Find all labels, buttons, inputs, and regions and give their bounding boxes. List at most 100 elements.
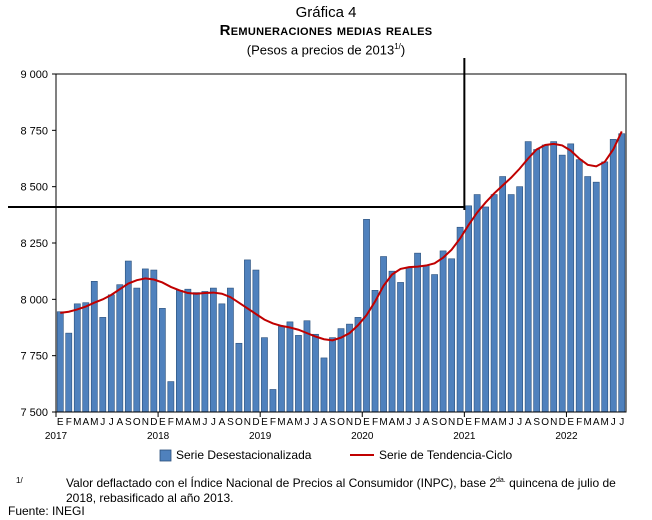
bar: [82, 302, 90, 413]
bar: [550, 141, 558, 413]
bar: [261, 337, 268, 413]
bar: [133, 287, 141, 413]
frame-lines: [8, 58, 466, 210]
x-tick-label: M: [175, 417, 183, 428]
x-tick-label: J: [407, 417, 412, 428]
x-tick-label: M: [601, 417, 609, 428]
x-tick-label: N: [448, 417, 455, 428]
bar: [567, 143, 575, 413]
x-tick-label: M: [294, 417, 302, 428]
x-tick-label: D: [559, 417, 566, 428]
x-tick-label: O: [133, 417, 141, 428]
bar: [320, 357, 328, 413]
x-tick-label: M: [277, 417, 285, 428]
bar: [456, 226, 464, 413]
bar: [422, 265, 430, 413]
y-tick-label: 8 000: [20, 294, 48, 306]
year-label: 2018: [147, 431, 170, 442]
x-tick-label: J: [619, 417, 624, 428]
x-tick-label: J: [611, 417, 616, 428]
bar: [380, 256, 387, 413]
legend-label-line: Serie de Tendencia-Ciclo: [379, 448, 513, 462]
bar: [295, 335, 302, 413]
bar: [141, 268, 149, 413]
bar: [218, 303, 226, 413]
bar: [465, 205, 472, 413]
x-tick-label: J: [202, 417, 207, 428]
x-tick-label: A: [525, 417, 532, 428]
footnote-marker: 1/: [16, 476, 23, 485]
bar: [414, 252, 421, 413]
x-tick-label: N: [142, 417, 149, 428]
year-label: 2022: [555, 431, 578, 442]
bar: [397, 282, 404, 413]
subtitle-text: (Pesos a precios de 2013: [246, 42, 395, 58]
chart-title: Remuneraciones medias reales: [219, 22, 433, 39]
bar: [541, 144, 549, 413]
bar: [329, 337, 336, 413]
y-tick-label: 7 500: [20, 407, 48, 419]
x-tick-label: E: [363, 417, 370, 428]
x-tick-label: F: [168, 417, 174, 428]
x-tick-label: F: [372, 417, 378, 428]
year-label: 2017: [45, 431, 68, 442]
bar: [354, 317, 362, 413]
bar: [65, 332, 73, 413]
bar: [371, 290, 379, 413]
bar: [388, 270, 396, 413]
bar: [269, 389, 277, 413]
bar: [193, 292, 200, 413]
x-tick-label: J: [509, 417, 514, 428]
chart-subtitle: (Pesos a precios de 20131/): [0, 42, 652, 57]
x-tick-label: E: [567, 417, 574, 428]
x-tick-label: M: [379, 417, 387, 428]
bar: [592, 181, 600, 413]
x-tick-label: O: [337, 417, 345, 428]
bar: [235, 342, 243, 413]
bar: [150, 269, 158, 413]
x-tick-label: A: [287, 417, 294, 428]
x-tick-label: A: [423, 417, 430, 428]
bar: [116, 284, 124, 413]
x-tick-label: J: [313, 417, 318, 428]
x-tick-label: S: [227, 417, 234, 428]
x-tick-label: O: [439, 417, 447, 428]
bar: [252, 269, 260, 413]
x-tick-label: D: [150, 417, 157, 428]
x-tick-label: M: [396, 417, 404, 428]
bar: [346, 323, 353, 413]
x-tick-label: A: [116, 417, 123, 428]
y-tick-label: 8 750: [20, 125, 48, 137]
subtitle-footnote-ref: 1/: [394, 42, 401, 51]
x-tick-label: E: [57, 417, 64, 428]
bar: [618, 133, 626, 413]
bar: [473, 194, 481, 413]
bar: [210, 287, 217, 413]
chart-number: Gráfica 4: [295, 4, 357, 21]
x-tick-label: D: [354, 417, 361, 428]
x-tick-label: J: [211, 417, 216, 428]
x-tick-label: S: [125, 417, 132, 428]
x-tick-label: M: [481, 417, 489, 428]
x-tick-label: M: [192, 417, 200, 428]
source-note: Fuente: INEGI: [8, 504, 85, 518]
bar: [278, 326, 285, 413]
x-tick-label: S: [329, 417, 336, 428]
bar-series: [56, 133, 626, 413]
bar: [507, 194, 515, 413]
y-axis: 7 500 7 750 8 000 8 250 8 500 8 750 9 000: [20, 69, 56, 419]
x-tick-label: F: [270, 417, 276, 428]
x-tick-label: D: [456, 417, 463, 428]
x-tick-label: A: [593, 417, 600, 428]
year-label: 2020: [351, 431, 374, 442]
bar: [312, 333, 319, 413]
bar: [584, 176, 592, 413]
y-tick-label: 9 000: [20, 69, 48, 81]
bar: [533, 149, 541, 413]
bar: [575, 159, 583, 413]
x-tick-label: M: [498, 417, 506, 428]
x-tick-label: J: [304, 417, 309, 428]
bar: [158, 308, 166, 413]
